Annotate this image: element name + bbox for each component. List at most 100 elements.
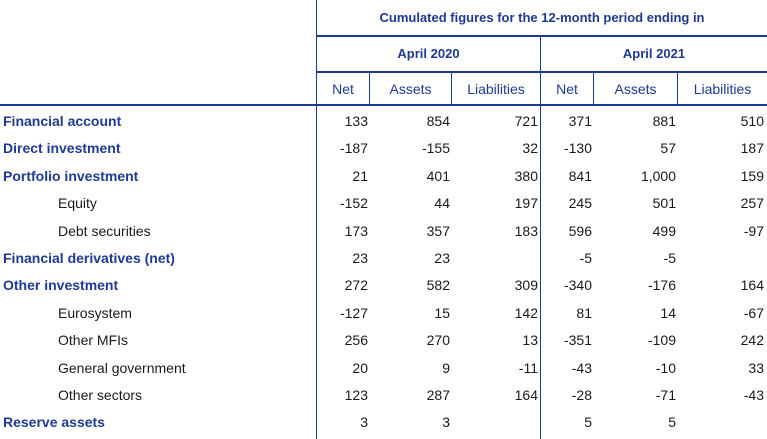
table-cell: 164 xyxy=(740,277,764,294)
table-row: Financial derivatives (net) 23 23 -5 -5 xyxy=(0,245,767,272)
table-cell: -351 xyxy=(563,332,592,349)
period-header-2020: April 2020 xyxy=(397,46,460,61)
table-cell: 3 xyxy=(442,414,450,431)
table-row: General government 20 9 -11 -43 -10 33 xyxy=(0,355,767,382)
table-cell: 270 xyxy=(426,332,450,349)
table-cell: -340 xyxy=(563,277,592,294)
table-cell: 596 xyxy=(568,222,592,239)
table-row: Reserve assets 3 3 5 5 xyxy=(0,409,767,436)
column-header-net: Net xyxy=(332,81,354,97)
table-cell: 582 xyxy=(426,277,450,294)
table-cell: 123 xyxy=(344,387,368,403)
table-cell: 142 xyxy=(514,304,538,321)
row-label: Other sectors xyxy=(58,387,143,403)
table-cell: -10 xyxy=(655,359,676,376)
row-label: Financial account xyxy=(3,113,122,129)
table-cell: 15 xyxy=(434,304,450,321)
table-cell: -5 xyxy=(663,250,676,266)
table-cell: 881 xyxy=(652,113,676,129)
column-header-liabilities: Liabilities xyxy=(693,81,752,97)
table-row: Other investment 272 582 309 -340 -176 164 xyxy=(0,272,767,299)
table-cell: 309 xyxy=(514,277,538,294)
row-label: Equity xyxy=(58,195,97,212)
table-cell: 401 xyxy=(426,167,450,184)
divider-horizontal xyxy=(316,35,767,37)
table-cell: 81 xyxy=(576,304,592,321)
table-row: Debt securities 173 357 183 596 499 -97 xyxy=(0,218,767,245)
table-cell: 721 xyxy=(514,113,538,129)
table-title: Cumulated figures for the 12-month perio… xyxy=(379,10,705,25)
table-cell: 183 xyxy=(514,222,538,239)
table-cell: 44 xyxy=(434,195,450,212)
table-cell: -152 xyxy=(339,195,368,212)
table-cell: -67 xyxy=(743,304,764,321)
column-header-assets: Assets xyxy=(389,81,432,97)
row-label: Reserve assets xyxy=(3,414,105,431)
period-header-2021: April 2021 xyxy=(622,46,686,61)
column-header-assets: Assets xyxy=(614,81,657,97)
divider-vertical xyxy=(677,72,678,105)
table-cell: 33 xyxy=(748,359,764,376)
table-cell: 57 xyxy=(660,140,676,157)
table-cell: -43 xyxy=(571,359,592,376)
divider-vertical xyxy=(451,72,452,105)
table-cell: 14 xyxy=(660,304,676,321)
table-cell: 256 xyxy=(344,332,368,349)
table-cell: 272 xyxy=(344,277,368,294)
table-cell: 357 xyxy=(426,222,450,239)
table-cell: 164 xyxy=(514,387,538,403)
divider-horizontal xyxy=(316,71,767,73)
table-cell: -5 xyxy=(579,250,592,266)
table-cell: 159 xyxy=(740,167,764,184)
table-row: Portfolio investment 21 401 380 841 1,000 159 xyxy=(0,163,767,190)
table-cell: -130 xyxy=(563,140,592,157)
table-cell: 501 xyxy=(652,195,676,212)
row-label: Debt securities xyxy=(58,222,151,239)
table-cell: -71 xyxy=(655,387,676,403)
table-cell: -43 xyxy=(743,387,764,403)
table-row: Direct investment -187 -155 32 -130 57 187 xyxy=(0,135,767,162)
table-cell: 257 xyxy=(740,195,764,212)
table-cell: 499 xyxy=(652,222,676,239)
row-label: General government xyxy=(58,359,186,376)
table-row: Eurosystem -127 15 142 81 14 -67 xyxy=(0,300,767,327)
divider-vertical xyxy=(593,72,594,105)
row-label: Portfolio investment xyxy=(3,167,139,184)
table-row: Other sectors 123 287 164 -28 -71 -43 xyxy=(0,382,767,409)
row-label: Eurosystem xyxy=(58,304,132,321)
row-label: Other investment xyxy=(3,277,119,294)
table-cell: -155 xyxy=(421,140,450,157)
table-cell: -11 xyxy=(518,359,538,376)
table-cell: -176 xyxy=(647,277,676,294)
table-row: Other MFIs 256 270 13 -351 -109 242 xyxy=(0,327,767,354)
table-cell: 3 xyxy=(360,414,368,431)
table-cell: 245 xyxy=(568,195,592,212)
table-row: Financial account 133 854 721 371 881 510 xyxy=(0,108,767,135)
table-cell: 23 xyxy=(434,250,450,266)
table-cell: 854 xyxy=(426,113,450,129)
column-header-net: Net xyxy=(556,81,578,97)
table-cell: 32 xyxy=(522,140,538,157)
table-cell: 187 xyxy=(740,140,764,157)
table-cell: 21 xyxy=(352,167,368,184)
table-cell: -187 xyxy=(339,140,368,157)
table-cell: -97 xyxy=(743,222,764,239)
table-row: Equity -152 44 197 245 501 257 xyxy=(0,190,767,217)
table-cell: 9 xyxy=(442,359,450,376)
table-cell: 20 xyxy=(352,359,368,376)
table-cell: 173 xyxy=(344,222,368,239)
divider-horizontal xyxy=(0,104,767,106)
table-cell: 287 xyxy=(426,387,450,403)
table-cell: -28 xyxy=(571,387,592,403)
divider-vertical xyxy=(540,37,541,439)
table-cell: 197 xyxy=(514,195,538,212)
table-cell: 510 xyxy=(740,113,764,129)
column-header-liabilities: Liabilities xyxy=(467,81,525,97)
table-cell: 380 xyxy=(514,167,538,184)
divider-vertical xyxy=(316,0,317,439)
table-cell: 371 xyxy=(568,113,592,129)
table-cell: -127 xyxy=(339,304,368,321)
divider-vertical xyxy=(369,72,370,105)
row-label: Direct investment xyxy=(3,140,121,157)
